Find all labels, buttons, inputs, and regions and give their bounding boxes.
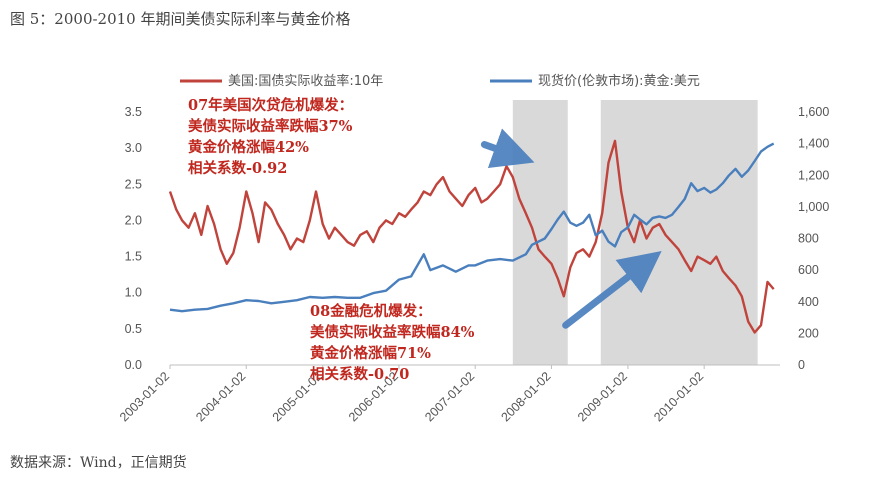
annotation-arrow: [480, 128, 535, 169]
y-left-tick-label: 2.0: [125, 213, 142, 227]
annotation-1: 07年美国次贷危机爆发： 美债实际收益率跌幅37% 黄金价格涨幅42% 相关系数-0.…: [188, 96, 535, 177]
y-right-tick-label: 1,400: [798, 137, 829, 151]
annotation-line: 黄金价格涨幅71%: [310, 344, 431, 362]
y-left-tick-label: 1.0: [125, 286, 142, 300]
x-tick-label: 2004-01-02: [193, 369, 248, 424]
y-left-tick-label: 0.0: [125, 358, 142, 372]
series-line-gold-price: [169, 142, 775, 313]
series-line-real-yield: [168, 139, 775, 334]
y-left-tick-label: 2.5: [125, 177, 142, 191]
annotation-line: 08金融危机爆发：: [310, 302, 432, 320]
annotation-line: 美债实际收益率跌幅37%: [188, 117, 353, 135]
annotation-arrow: [562, 250, 662, 329]
x-tick-label: 2007-01-02: [422, 369, 477, 424]
y-left-tick-label: 3.0: [125, 141, 142, 155]
annotation-2: 08金融危机爆发： 美债实际收益率跌幅84% 黄金价格涨幅71% 相关系数-0.70: [310, 250, 662, 383]
figure-title: 图 5：2000-2010 年期间美债实际利率与黄金价格: [10, 10, 351, 28]
annotation-line: 相关系数-0.92: [188, 159, 287, 177]
shaded-period-1: [512, 100, 568, 365]
annotation-line: 黄金价格涨幅42%: [188, 138, 309, 156]
figure-source: 数据来源：Wind，正信期货: [10, 455, 187, 471]
annotation-line: 07年美国次贷危机爆发：: [188, 96, 353, 114]
annotations: 07年美国次贷危机爆发： 美债实际收益率跌幅37% 黄金价格涨幅42% 相关系数-0.…: [188, 96, 662, 383]
y-right-tick-label: 200: [798, 326, 819, 340]
y-right-tick-label: 0: [798, 358, 805, 372]
legend: 美国:国债实际收益率:10年 现货价(伦敦市场):黄金:美元: [180, 73, 700, 89]
y-right-tick-label: 1,600: [798, 105, 829, 119]
y-left-tick-label: 3.5: [125, 105, 142, 119]
y-right-tick-label: 1,200: [798, 168, 829, 182]
series-lines: [168, 139, 775, 334]
shaded-period-2: [600, 100, 758, 365]
legend-label: 现货价(伦敦市场):黄金:美元: [538, 73, 700, 89]
legend-label: 美国:国债实际收益率:10年: [228, 73, 383, 89]
y-right-tick-label: 1,000: [798, 200, 829, 214]
y-right-tick-label: 400: [798, 295, 819, 309]
y-left-tick-label: 0.5: [125, 322, 142, 336]
annotation-line: 美债实际收益率跌幅84%: [310, 323, 475, 341]
y-left-tick-label: 1.5: [125, 250, 142, 264]
shaded-periods: [512, 100, 758, 365]
x-tick-label: 2003-01-02: [117, 369, 172, 424]
x-tick-label: 2008-01-02: [498, 369, 553, 424]
y-right-tick-label: 600: [798, 263, 819, 277]
y-right-tick-label: 800: [798, 232, 819, 246]
x-tick-label: 2009-01-02: [575, 369, 630, 424]
annotation-line: 相关系数-0.70: [310, 365, 409, 383]
x-tick-label: 2010-01-02: [651, 369, 706, 424]
